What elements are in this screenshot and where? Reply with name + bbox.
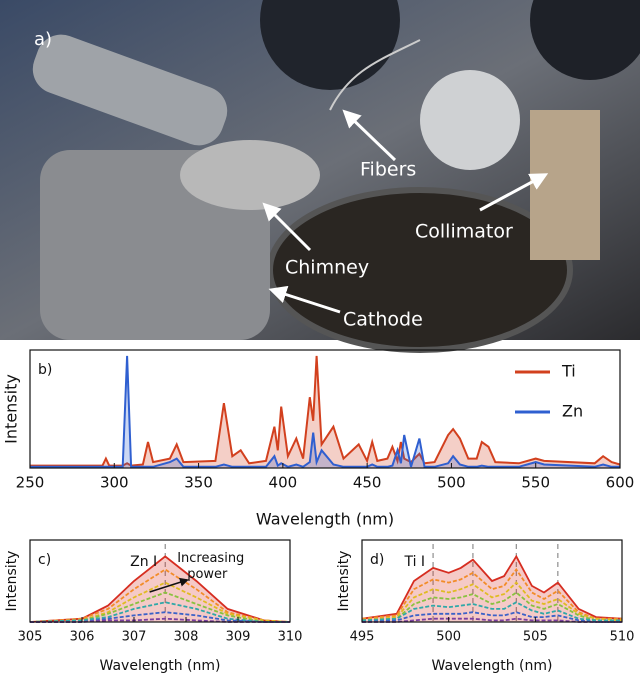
photo-annotation: Chimney [285,257,369,279]
x-tick-label: 250 [16,474,45,492]
y-axis-label: Intensity [2,374,21,444]
photo-collimator [530,110,600,260]
line [30,355,621,467]
photo-chimney [180,140,320,210]
annotation-arrow [149,577,189,593]
line [29,591,290,623]
x-tick-label: 500 [437,474,466,492]
x-axis-label: Wavelength (nm) [432,658,553,674]
photo-annotation: Collimator [415,221,513,243]
line [361,581,623,622]
line [361,611,622,623]
photo-annotation: Cathode [343,309,423,331]
line [362,617,622,623]
photo-port [530,0,640,80]
x-tick-label: 309 [226,630,251,645]
photo-port [260,0,400,90]
annotation-line: Increasing [177,551,244,566]
legend-label: Zn [562,402,583,421]
x-tick-label: 305 [18,630,43,645]
x-axis-label: Wavelength (nm) [100,658,221,674]
line [361,601,622,622]
line [361,567,622,620]
arrow [268,285,341,314]
x-tick-label: 450 [353,474,382,492]
x-tick-label: 510 [610,630,635,645]
line [29,568,291,623]
line-label: Ti I [403,554,425,570]
plot-frame [361,539,623,623]
line-label: Zn I [130,554,157,570]
x-axis-label: Wavelength (nm) [256,510,394,529]
annotation-line: power [187,567,228,582]
photo-tube [32,34,228,146]
photo-annotation: Fibers [360,159,416,181]
x-tick-label: 300 [100,474,129,492]
photo-fiber [329,39,421,111]
x-tick-label: 350 [184,474,213,492]
line [361,591,622,622]
x-tick-label: 307 [122,630,147,645]
area [30,355,620,468]
plot-frame [29,349,621,469]
line [29,601,290,623]
plot-frame [29,539,291,623]
x-tick-label: 500 [436,630,461,645]
area [362,556,622,622]
legend-label: Ti [561,362,576,381]
arrow [342,109,397,162]
line [29,555,291,623]
panel-label: b) [38,362,52,378]
x-tick-label: 505 [523,630,548,645]
arrow [262,202,312,252]
x-tick-label: 550 [521,474,550,492]
annotation: Increasing power [177,551,244,582]
x-tick-label: 600 [606,474,635,492]
y-axis-label: Intensity [4,551,20,612]
y-axis-label: Intensity [336,551,352,612]
line [361,554,623,620]
x-tick-label: 310 [278,630,303,645]
photo-collimator-head [420,70,520,170]
x-tick-label: 308 [174,630,199,645]
panel-label: a) [34,29,52,50]
x-tick-label: 495 [350,630,375,645]
panel-label: d) [370,552,384,568]
panel-label: c) [38,552,51,568]
x-tick-label: 306 [70,630,95,645]
x-tick-label: 400 [269,474,298,492]
arrow [479,173,549,212]
photo: a) Fibers Collimator Chimney Cathode [0,0,640,353]
line [30,355,620,468]
